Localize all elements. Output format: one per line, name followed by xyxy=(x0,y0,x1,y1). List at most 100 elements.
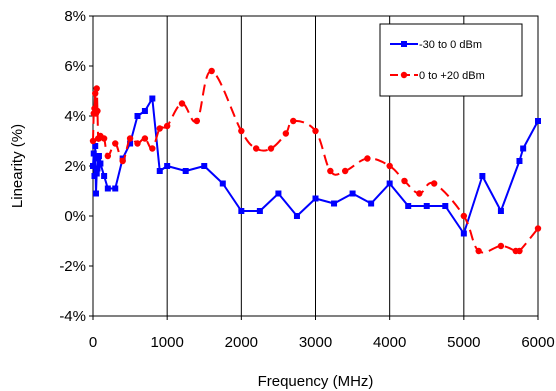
data-point xyxy=(535,118,541,124)
legend-label-series-2: 0 to +20 dBm xyxy=(419,70,485,82)
data-point xyxy=(312,195,319,202)
data-point xyxy=(104,152,112,160)
data-point xyxy=(94,165,101,172)
x-tick-label: 4000 xyxy=(373,334,406,351)
data-point xyxy=(92,143,99,149)
data-point xyxy=(497,242,505,250)
data-point xyxy=(141,108,148,114)
data-point xyxy=(331,200,338,207)
y-tick-label: 4% xyxy=(64,108,86,125)
legend-marker-series-2 xyxy=(400,71,408,79)
data-point xyxy=(90,150,97,157)
data-point xyxy=(364,155,371,162)
data-point xyxy=(327,167,334,175)
data-point xyxy=(201,163,208,169)
data-point xyxy=(252,145,260,152)
data-point xyxy=(193,117,201,125)
data-point xyxy=(164,163,171,169)
data-point xyxy=(92,190,99,197)
x-tick-label: 5000 xyxy=(447,334,480,351)
data-point xyxy=(100,135,108,142)
data-point xyxy=(534,225,542,232)
data-point xyxy=(460,212,468,220)
data-point xyxy=(178,100,186,107)
y-tick-label: 0% xyxy=(64,208,86,225)
data-point xyxy=(442,203,449,209)
data-point xyxy=(93,170,100,177)
data-point xyxy=(290,117,297,125)
legend-marker-series-1 xyxy=(401,41,407,47)
data-point xyxy=(386,180,393,187)
x-tick-label: 3000 xyxy=(299,334,332,351)
data-point xyxy=(97,160,104,167)
x-axis: 0 1000 2000 3000 4000 5000 6000 xyxy=(89,316,555,351)
data-point xyxy=(430,180,438,187)
data-point xyxy=(156,168,163,174)
data-point xyxy=(368,200,375,207)
y-tick-label: -4% xyxy=(59,308,86,325)
data-point xyxy=(475,247,482,255)
y-tick-label: -2% xyxy=(59,258,86,275)
data-point xyxy=(401,177,408,185)
data-point xyxy=(423,203,430,209)
series-group xyxy=(89,67,542,255)
x-tick-label: 2000 xyxy=(225,334,258,351)
data-point xyxy=(312,127,319,135)
data-point xyxy=(127,140,134,147)
data-point xyxy=(163,122,171,130)
data-point xyxy=(182,168,189,174)
data-point xyxy=(101,173,108,179)
data-point xyxy=(275,190,282,197)
data-point xyxy=(104,185,111,192)
data-point xyxy=(126,135,134,142)
data-point xyxy=(238,127,245,135)
series-2 xyxy=(89,67,542,255)
data-point xyxy=(208,67,215,75)
data-point xyxy=(134,140,141,147)
data-point xyxy=(119,157,126,165)
data-point xyxy=(149,95,156,102)
data-point xyxy=(90,163,96,169)
data-point xyxy=(460,230,467,237)
data-point xyxy=(341,167,349,175)
data-point xyxy=(516,158,523,164)
data-point xyxy=(516,247,523,255)
y-tick-label: 2% xyxy=(64,158,86,175)
data-point xyxy=(89,137,97,145)
data-point xyxy=(238,208,245,214)
data-point xyxy=(416,190,423,197)
data-point xyxy=(93,85,100,92)
y-tick-label: 6% xyxy=(64,58,86,75)
data-point xyxy=(219,180,226,187)
data-point xyxy=(95,153,102,159)
x-tick-label: 6000 xyxy=(521,334,554,351)
legend-entry-series-1: -30 to 0 dBm xyxy=(390,39,482,51)
legend-box xyxy=(379,23,523,97)
data-point xyxy=(256,208,263,214)
data-point xyxy=(349,190,356,197)
x-axis-label: Frequency (MHz) xyxy=(258,373,374,390)
y-axis-label: Linearity (%) xyxy=(9,124,26,208)
data-point xyxy=(386,162,393,170)
data-point xyxy=(405,203,412,209)
x-tick-label: 0 xyxy=(89,334,97,351)
data-point xyxy=(497,208,504,214)
data-point xyxy=(149,145,156,152)
data-point xyxy=(156,125,163,132)
data-point xyxy=(94,107,101,115)
y-axis: 8% 6% 4% 2% 0% -2% -4% xyxy=(59,8,93,325)
legend-entry-series-2: 0 to +20 dBm xyxy=(390,70,485,82)
data-point xyxy=(267,145,275,152)
data-point xyxy=(112,140,119,147)
data-point xyxy=(134,113,141,119)
data-point xyxy=(112,185,119,192)
data-point xyxy=(293,213,300,219)
data-point xyxy=(479,173,486,179)
legend: -30 to 0 dBm 0 to +20 dBm xyxy=(379,23,523,97)
data-point xyxy=(520,145,527,152)
legend-label-series-1: -30 to 0 dBm xyxy=(419,39,482,51)
x-tick-label: 1000 xyxy=(150,334,183,351)
series-1 xyxy=(90,95,541,237)
data-point xyxy=(141,135,149,142)
